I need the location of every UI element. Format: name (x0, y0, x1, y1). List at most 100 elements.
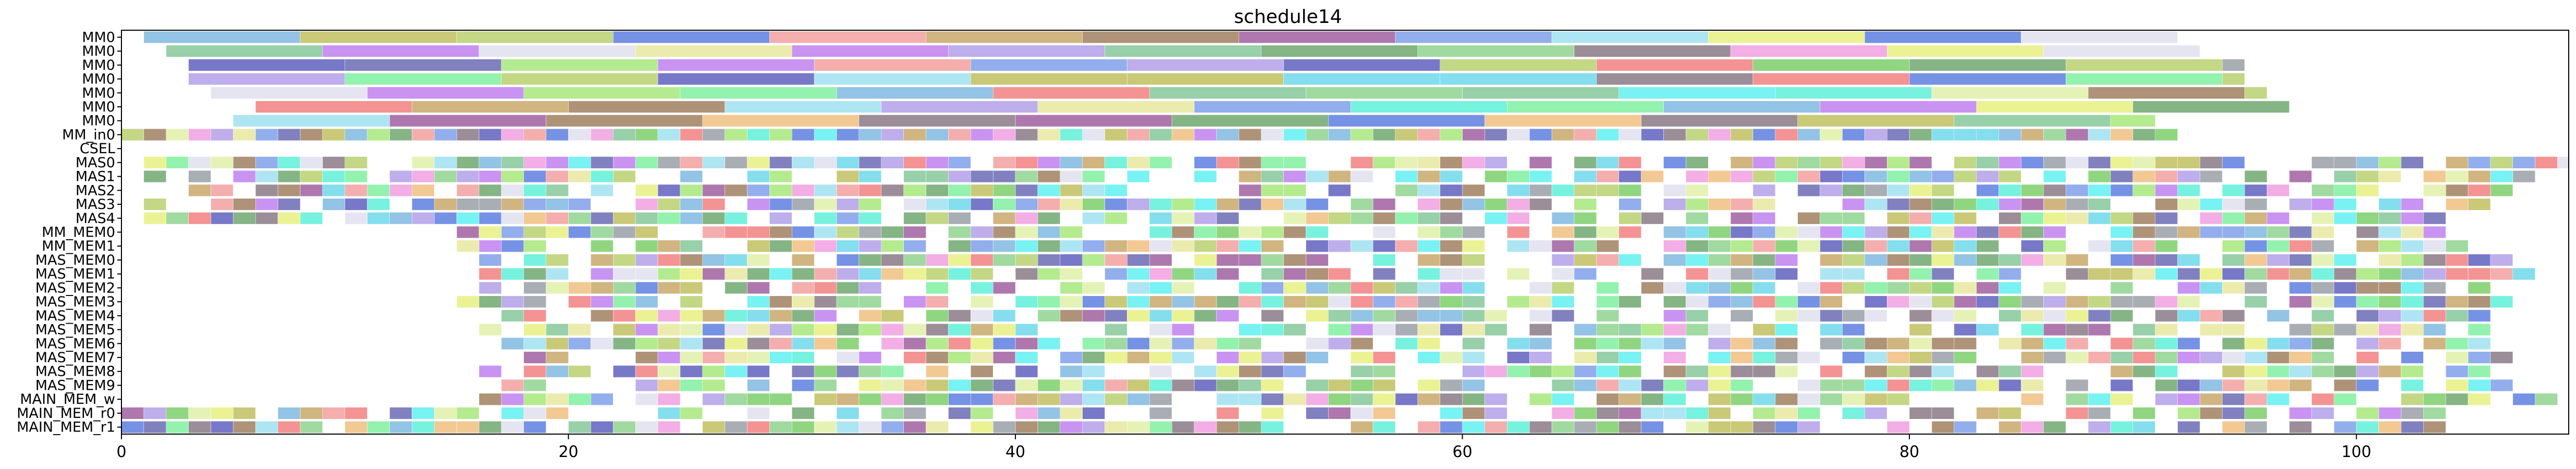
task-bar (1752, 323, 1776, 336)
task-bar (1060, 365, 1083, 378)
task-bar (1708, 128, 1731, 141)
task-bar (1887, 365, 1910, 378)
task-bar (725, 351, 747, 364)
task-bar (1909, 351, 1932, 364)
task-bar (1082, 128, 1105, 141)
task-bar (233, 115, 390, 127)
task-bar (903, 393, 926, 405)
task-bar (2445, 337, 2469, 350)
task-bar (2244, 240, 2267, 252)
task-bar (1596, 393, 1619, 405)
task-bar (1171, 379, 1195, 392)
task-bar (1171, 212, 1195, 225)
task-bar (1775, 337, 1798, 350)
task-bar (2334, 254, 2357, 266)
task-bar (769, 156, 792, 169)
task-bar (1641, 128, 1664, 141)
task-bar (836, 184, 860, 196)
task-bar (2445, 268, 2469, 280)
task-bar (277, 198, 301, 211)
task-bar (1730, 156, 1753, 169)
task-bar (613, 170, 636, 183)
task-bar (1328, 184, 1351, 196)
task-bar (1105, 184, 1127, 196)
task-bar (1037, 101, 1195, 113)
task-bar (1216, 393, 1240, 405)
task-bar (792, 198, 815, 211)
task-bar (1730, 351, 1753, 364)
task-bar (2132, 421, 2156, 434)
task-bar (1485, 407, 1507, 419)
task-bar (926, 281, 949, 294)
task-bar (1149, 407, 1172, 419)
task-bar (1708, 295, 1731, 308)
task-bar (769, 323, 792, 336)
task-bar (2132, 268, 2156, 280)
task-bar (814, 240, 837, 252)
task-bar (1574, 45, 1731, 57)
task-bar (277, 184, 301, 196)
task-bar (1752, 72, 1910, 85)
task-bar (971, 59, 1127, 71)
task-bar (881, 254, 904, 266)
task-bar (1864, 337, 1887, 350)
task-bar (1686, 198, 1709, 211)
task-bar (211, 128, 234, 141)
task-bar (657, 365, 681, 378)
task-bar (1529, 323, 1552, 336)
task-bar (1909, 268, 1932, 280)
task-bar (546, 198, 569, 211)
task-bar (1954, 379, 1977, 392)
task-bar (2356, 421, 2379, 434)
task-bar (1797, 407, 1820, 419)
task-bar (1485, 421, 1507, 434)
task-bar (858, 379, 882, 392)
task-bar (792, 254, 815, 266)
task-bar (814, 310, 837, 322)
task-bar (1395, 170, 1418, 183)
task-bar (1238, 240, 1261, 252)
task-bar (1864, 281, 1887, 294)
task-bar (1976, 156, 1999, 169)
task-bar (1395, 212, 1418, 225)
task-bar (2468, 170, 2491, 183)
task-bar (1417, 295, 1440, 308)
task-bar (2423, 310, 2446, 322)
task-bar (1238, 254, 1261, 266)
task-bar (992, 212, 1016, 225)
task-bar (971, 351, 993, 364)
task-bar (1775, 268, 1798, 280)
task-bar (1574, 128, 1597, 141)
task-bar (412, 101, 569, 113)
task-bar (2222, 59, 2245, 71)
task-bar (2244, 379, 2267, 392)
task-bar (680, 337, 703, 350)
task-bar (1998, 156, 2021, 169)
task-bar (2043, 240, 2066, 252)
task-bar (389, 212, 412, 225)
task-bar (1417, 323, 1440, 336)
task-bar (2490, 156, 2513, 169)
task-bar (1842, 212, 1865, 225)
task-bar (1015, 365, 1038, 378)
task-bar (2066, 337, 2089, 350)
task-bar (1171, 128, 1195, 141)
task-bar (1596, 281, 1619, 294)
task-bar (725, 101, 882, 113)
task-bar (1752, 59, 1910, 71)
task-bar (143, 170, 167, 183)
y-tick-label: MAS_MEM8 (35, 364, 115, 380)
task-bar (412, 156, 435, 169)
task-bar (591, 281, 614, 294)
task-bar (1395, 184, 1418, 196)
task-bar (1261, 281, 1284, 294)
task-bar (1350, 101, 1507, 113)
task-bar (2110, 393, 2133, 405)
task-bar (1976, 128, 1999, 141)
task-bar (1015, 198, 1038, 211)
task-bar (1842, 254, 1865, 266)
task-bar (1015, 295, 1038, 308)
task-bar (2401, 407, 2424, 419)
task-bar (1216, 310, 1240, 322)
task-bar (1730, 254, 1753, 266)
